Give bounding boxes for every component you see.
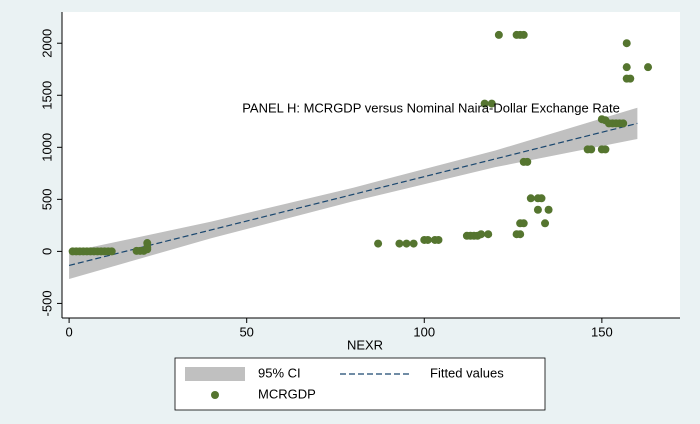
data-point [519, 30, 528, 39]
data-point [402, 239, 411, 248]
legend-label: Fitted values [430, 365, 504, 380]
x-tick-label: 100 [413, 324, 435, 339]
data-point [619, 119, 628, 128]
data-point [374, 239, 383, 248]
chart-title: PANEL H: MCRGDP versus Nominal Naira-Dol… [242, 100, 620, 115]
data-point [484, 230, 493, 239]
data-point [395, 239, 404, 248]
legend-swatch [211, 391, 219, 399]
data-point [519, 219, 528, 228]
y-tick-label: 0 [39, 248, 54, 255]
data-point [434, 235, 443, 244]
data-point [487, 99, 496, 108]
data-point [537, 194, 546, 203]
data-point [533, 205, 542, 214]
legend-label: MCRGDP [258, 386, 316, 401]
legend-box [174, 357, 546, 411]
data-point [622, 39, 631, 48]
data-point [107, 247, 116, 256]
data-point [587, 145, 596, 154]
fitted-line [68, 122, 638, 267]
data-point [523, 157, 532, 166]
data-point [516, 230, 525, 239]
data-point [544, 205, 553, 214]
data-point [622, 63, 631, 72]
data-point [644, 63, 653, 72]
x-axis-label: NEXR [347, 337, 383, 352]
data-point [143, 243, 152, 252]
data-point [541, 219, 550, 228]
data-point [494, 30, 503, 39]
data-point [480, 99, 489, 108]
x-tick-label: 50 [239, 324, 253, 339]
legend-swatch [185, 367, 245, 381]
data-point [477, 230, 486, 239]
data-point [526, 194, 535, 203]
plot-area [62, 12, 680, 318]
y-tick-label: 500 [39, 188, 54, 210]
y-tick-label: 1000 [39, 133, 54, 162]
data-point [409, 239, 418, 248]
y-tick-label: 2000 [39, 29, 54, 58]
y-tick-label: -500 [39, 290, 54, 316]
legend-label: 95% CI [258, 365, 301, 380]
data-point [423, 235, 432, 244]
data-point [626, 74, 635, 83]
data-point [601, 145, 610, 154]
x-tick-label: 150 [591, 324, 613, 339]
ci-band [69, 107, 638, 279]
x-tick-label: 0 [65, 324, 72, 339]
y-tick-label: 1500 [39, 81, 54, 110]
